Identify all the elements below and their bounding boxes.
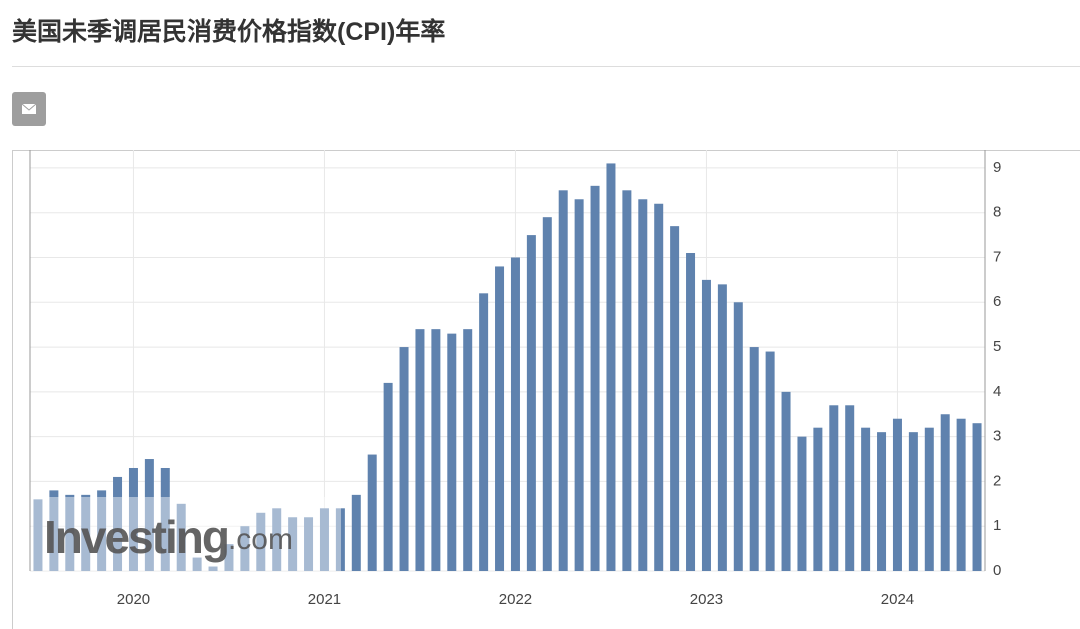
y-tick-label: 7 [993,248,1001,265]
bar [33,499,43,571]
y-tick-label: 0 [993,562,1001,579]
bar [701,279,711,571]
bar [797,436,807,571]
bar [367,454,377,571]
bar [972,423,982,571]
bar [319,508,329,571]
x-tick-label: 2024 [881,591,914,608]
bar [113,476,123,571]
x-tick-label: 2021 [308,591,341,608]
bar [176,503,186,571]
y-tick-label: 3 [993,428,1001,445]
bar [908,432,918,571]
page-title: 美国未季调居民消费价格指数(CPI)年率 [12,18,446,46]
bar [351,494,361,571]
bar [606,163,616,572]
bar [463,329,473,571]
bar [160,467,170,571]
y-tick-label: 1 [993,517,1001,534]
divider [12,66,1080,67]
bar [510,257,520,571]
bar [256,512,266,571]
bar [415,329,425,571]
bar [845,405,855,571]
bar [749,347,759,571]
bar [813,427,823,571]
watermark-veil [31,497,341,571]
y-tick-label: 5 [993,338,1001,355]
bar [240,526,250,571]
x-tick-label: 2020 [117,591,150,608]
bar [81,494,91,571]
bar [558,190,568,571]
bar [924,427,934,571]
y-tick-label: 4 [993,383,1001,400]
email-icon [21,103,37,114]
bar [335,508,345,571]
bar [892,418,902,571]
watermark: Investing.com [44,511,293,563]
x-tick-label: 2023 [690,591,723,608]
bar [829,405,839,571]
bar [733,302,743,571]
watermark-suffix: .com [228,523,293,556]
bar [97,490,107,571]
bar [144,459,154,571]
y-tick-label: 8 [993,204,1001,221]
bar [956,418,966,571]
y-tick-label: 6 [993,293,1001,310]
bar [542,217,552,571]
bar [686,253,696,572]
bar [49,490,59,571]
bar [622,190,632,571]
bar [590,185,600,572]
bar [495,266,505,571]
bar [399,347,409,571]
bar [479,293,489,571]
bar [208,566,218,571]
bar [224,544,234,571]
bar [288,517,298,571]
bar [447,333,457,571]
bar [383,382,393,571]
y-tick-label: 9 [993,159,1001,176]
bar [638,199,648,571]
bar [526,235,536,571]
bar [877,432,887,571]
bar [765,351,775,571]
bar [431,329,441,571]
bar [272,508,282,571]
bar [940,414,950,571]
email-button[interactable] [12,92,46,126]
bar [861,427,871,571]
y-tick-label: 2 [993,472,1001,489]
bar [654,203,664,571]
bar [781,391,791,571]
bar [192,557,202,571]
x-tick-label: 2022 [499,591,532,608]
bar [128,467,138,571]
watermark-brand: Investing [44,511,228,563]
bar [717,284,727,571]
bar [65,494,75,571]
bar [670,226,680,571]
bar [304,517,314,571]
chart-frame [12,150,1080,629]
bar [574,199,584,571]
